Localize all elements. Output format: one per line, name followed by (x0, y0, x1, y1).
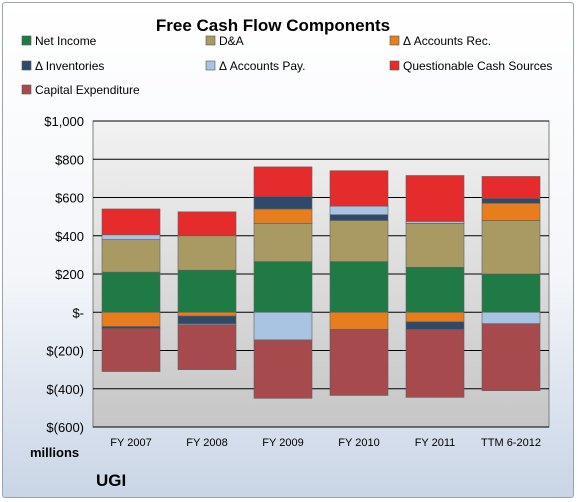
bar-questionable-cash-sources (177, 211, 237, 237)
bar-capital-expenditure (329, 329, 389, 396)
y-tick-label: $800 (55, 152, 84, 167)
legend-label-questionable-cash-sources: Questionable Cash Sources (403, 59, 552, 73)
x-tick-label: FY 2007 (110, 437, 151, 449)
legend-label-delta-accounts-pay: Δ Accounts Pay. (219, 59, 306, 73)
bar-danda (405, 223, 465, 268)
bar-delta-accounts-rec (329, 311, 389, 330)
y-tick-label: $(600) (46, 420, 84, 435)
bar-danda (177, 235, 237, 271)
bar-net-income (253, 261, 313, 313)
x-tick-label: FY 2009 (262, 437, 303, 449)
x-tick-label: FY 2011 (415, 437, 456, 449)
bar-danda (329, 220, 389, 262)
bar-delta-inventories (177, 315, 237, 325)
legend-label-danda: D&A (219, 34, 244, 48)
bars (101, 166, 541, 399)
legend-swatch-capital-expenditure (21, 84, 32, 95)
bar-delta-inventories (405, 321, 465, 330)
bar-capital-expenditure (253, 339, 313, 399)
bar-capital-expenditure (177, 324, 237, 370)
bar-capital-expenditure (101, 328, 161, 372)
x-tick-label: TTM 6-2012 (481, 437, 541, 449)
legend-swatch-delta-inventories (21, 60, 32, 71)
legend-swatch-danda (205, 35, 216, 46)
y-tick-label: $(200) (46, 344, 84, 359)
bar-danda (481, 220, 541, 275)
bar-delta-accounts-rec (405, 311, 465, 323)
bar-delta-accounts-pay (101, 234, 161, 240)
bar-delta-inventories (253, 196, 313, 210)
legend-label-capital-expenditure: Capital Expenditure (35, 83, 140, 97)
chart-title: Free Cash Flow Components (156, 16, 390, 35)
bar-questionable-cash-sources (481, 176, 541, 199)
bar-net-income (329, 261, 389, 313)
legend-label-delta-accounts-rec: Δ Accounts Rec. (403, 34, 491, 48)
legend-label-delta-inventories: Δ Inventories (35, 59, 104, 73)
bar-questionable-cash-sources (101, 208, 161, 236)
units-label: millions (30, 445, 79, 460)
company-name: UGI (96, 471, 126, 490)
bar-delta-accounts-rec (101, 311, 161, 327)
bar-questionable-cash-sources (253, 166, 313, 197)
bar-net-income (481, 273, 541, 313)
bar-net-income (101, 271, 161, 313)
bar-capital-expenditure (405, 329, 465, 398)
bar-danda (253, 223, 313, 262)
bar-questionable-cash-sources (405, 175, 465, 222)
x-axis: FY 2007 FY 2008 FY 2009 FY 2010 FY 2011 TTM 6… (110, 437, 541, 449)
bar-delta-accounts-rec (481, 202, 541, 221)
y-tick-label: $1,000 (44, 114, 84, 129)
x-tick-label: FY 2008 (186, 437, 227, 449)
bar-questionable-cash-sources (329, 170, 389, 207)
legend-swatch-net-income (21, 35, 32, 46)
bar-delta-accounts-pay (481, 311, 541, 325)
gridlines (93, 120, 549, 428)
y-tick-label: $600 (55, 191, 84, 206)
y-tick-label: $400 (55, 229, 84, 244)
bar-delta-accounts-pay (253, 311, 313, 341)
bar-delta-accounts-rec (253, 208, 313, 224)
bar-delta-accounts-rec (177, 311, 237, 317)
bar-danda (101, 239, 161, 273)
legend: Net Income D&A Δ Accounts Rec. Δ Inventorie… (21, 34, 552, 97)
y-axis: $(600) $(400) $(200) $- $200 $400 $600 $800 $1,0… (44, 114, 84, 435)
legend-swatch-questionable-cash-sources (389, 60, 400, 71)
bar-delta-inventories (329, 214, 389, 221)
legend-swatch-delta-accounts-rec (389, 35, 400, 46)
y-tick-label: $(400) (46, 382, 84, 397)
bar-delta-inventories (481, 198, 541, 204)
bar-delta-accounts-pay (329, 205, 389, 216)
y-tick-label: $- (72, 305, 84, 320)
legend-swatch-delta-accounts-pay (205, 60, 216, 71)
x-tick-label: FY 2010 (338, 437, 379, 449)
bar-net-income (405, 267, 465, 313)
legend-label-net-income: Net Income (35, 34, 97, 48)
bar-capital-expenditure (481, 323, 541, 391)
bar-net-income (177, 269, 237, 313)
y-tick-label: $200 (55, 267, 84, 282)
